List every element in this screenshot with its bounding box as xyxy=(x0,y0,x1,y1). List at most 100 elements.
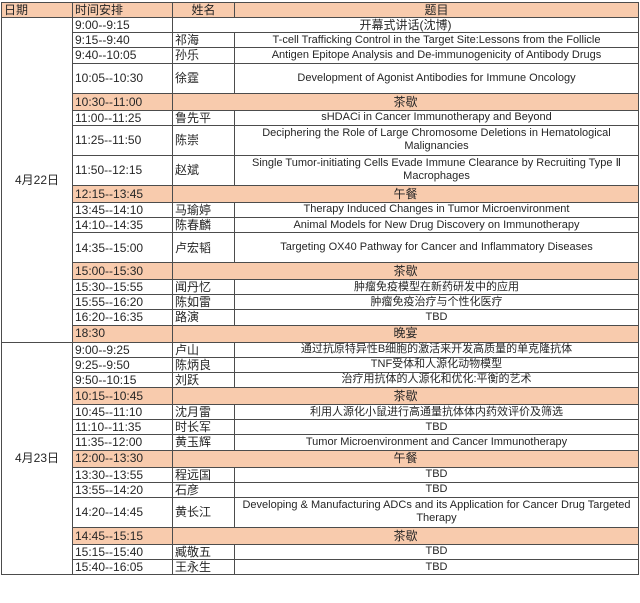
schedule-row: 11:00--11:25 鲁先平 sHDACi in Cancer Immuno… xyxy=(2,109,639,126)
time-cell: 10:15--10:45 xyxy=(72,387,173,406)
time-cell: 11:10--11:35 xyxy=(72,419,173,436)
schedule-row: 9:40--10:05 孙乐 Antigen Epitope Analysis … xyxy=(2,47,639,64)
break-label: 茶歇 xyxy=(172,92,639,111)
break-label: 茶歇 xyxy=(172,387,639,406)
title-cell: TBD xyxy=(234,466,639,483)
schedule-row: 11:10--11:35 时长军 TBD xyxy=(2,419,639,436)
break-row: 14:45--15:15 茶歇 xyxy=(2,526,639,545)
time-cell: 9:25--9:50 xyxy=(72,356,173,373)
title-cell: TBD xyxy=(234,481,639,498)
break-row: 10:15--10:45 茶歇 xyxy=(2,387,639,406)
time-cell: 11:00--11:25 xyxy=(72,109,173,126)
schedule-row: 15:40--16:05 王永生 TBD xyxy=(2,558,639,576)
header-name: 姓名 xyxy=(172,1,235,19)
schedule-row: 13:30--13:55 程远国 TBD xyxy=(2,466,639,483)
time-cell: 18:30 xyxy=(72,324,173,343)
schedule-row: 9:50--10:15 刘跃 治疗用抗体的人源化和优化:平衡的艺术 xyxy=(2,371,639,389)
name-cell: 程远国 xyxy=(172,466,235,483)
time-cell: 10:30--11:00 xyxy=(72,92,173,111)
title-cell: 肿瘤免疫模型在新药研发中的应用 xyxy=(234,279,639,296)
name-cell: 刘跃 xyxy=(172,371,235,389)
lunch-label: 午餐 xyxy=(172,449,639,468)
title-cell: Therapy Induced Changes in Tumor Microen… xyxy=(234,201,639,218)
title-cell: T-cell Trafficking Control in the Target… xyxy=(234,32,639,49)
header-date: 日期 xyxy=(1,1,73,19)
schedule-row: 16:20--16:35 路演 TBD xyxy=(2,309,639,326)
name-cell: 闻丹忆 xyxy=(172,279,235,296)
name-cell: 路演 xyxy=(172,309,235,326)
title-cell: TBD xyxy=(234,543,639,560)
lunch-row: 12:15--13:45 午餐 xyxy=(2,184,639,203)
break-row: 10:30--11:00 茶歇 xyxy=(2,92,639,111)
time-cell: 14:35--15:00 xyxy=(72,232,173,264)
name-cell: 马瑜婷 xyxy=(172,201,235,218)
time-cell: 11:50--12:15 xyxy=(72,154,173,186)
header-time: 时间安排 xyxy=(72,1,173,19)
time-cell: 9:00--9:25 xyxy=(72,341,173,358)
time-cell: 13:55--14:20 xyxy=(72,481,173,498)
time-cell: 11:35--12:00 xyxy=(72,434,173,451)
name-cell: 徐霆 xyxy=(172,62,235,94)
title-cell: 治疗用抗体的人源化和优化:平衡的艺术 xyxy=(234,371,639,389)
title-cell: Antigen Epitope Analysis and De-immunoge… xyxy=(234,47,639,64)
schedule-row: 11:35--12:00 黄玉辉 Tumor Microenvironment … xyxy=(2,434,639,451)
schedule-row: 9:15--9:40 祁海 T-cell Trafficking Control… xyxy=(2,32,639,49)
schedule-row: 15:15--15:40 臧敬五 TBD xyxy=(2,543,639,560)
time-cell: 12:15--13:45 xyxy=(72,184,173,203)
schedule-row: 11:25--11:50 陈崇 Deciphering the Role of … xyxy=(2,124,639,156)
name-cell: 陈崇 xyxy=(172,124,235,156)
title-cell: 通过抗原特异性B细胞的激活来开发高质量的单克隆抗体 xyxy=(234,341,639,358)
banquet-label: 晚宴 xyxy=(172,324,639,343)
title-cell: TBD xyxy=(234,558,639,576)
header-row: 日期 时间安排 姓名 题目 xyxy=(1,1,639,19)
title-cell: 利用人源化小鼠进行高通量抗体体内药效评价及筛选 xyxy=(234,404,639,421)
time-cell: 9:00--9:15 xyxy=(72,17,173,34)
name-cell: 时长军 xyxy=(172,419,235,436)
title-cell: Animal Models for New Drug Discovery on … xyxy=(234,216,639,234)
schedule-row: 15:55--16:20 陈如雷 肿瘤免疫治疗与个性化医疗 xyxy=(2,294,639,311)
schedule-row: 13:45--14:10 马瑜婷 Therapy Induced Changes… xyxy=(2,201,639,218)
schedule-table: 日期 时间安排 姓名 题目 4月22日 9:00--9:15 开幕式讲话(沈博)… xyxy=(1,1,639,576)
title-cell: 肿瘤免疫治疗与个性化医疗 xyxy=(234,294,639,311)
header-title: 题目 xyxy=(234,1,639,19)
time-cell: 15:15--15:40 xyxy=(72,543,173,560)
schedule-row: 4月22日 9:00--9:15 开幕式讲话(沈博) xyxy=(1,17,639,343)
name-cell: 陈如雷 xyxy=(172,294,235,311)
time-cell: 15:55--16:20 xyxy=(72,294,173,311)
name-cell: 鲁先平 xyxy=(172,109,235,126)
name-cell: 赵斌 xyxy=(172,154,235,186)
time-cell: 15:30--15:55 xyxy=(72,279,173,296)
banquet-row: 18:30 晚宴 xyxy=(2,324,639,343)
name-cell: 陈春麟 xyxy=(172,216,235,234)
schedule-row: 11:50--12:15 赵斌 Single Tumor-initiating … xyxy=(2,154,639,186)
title-cell: Tumor Microenvironment and Cancer Immuno… xyxy=(234,434,639,451)
title-cell: Developing & Manufacturing ADCs and its … xyxy=(234,496,639,528)
time-cell: 14:10--14:35 xyxy=(72,216,173,234)
title-cell: Development of Agonist Antibodies for Im… xyxy=(234,62,639,94)
name-cell: 王永生 xyxy=(172,558,235,576)
title-cell: TNF受体和人源化动物模型 xyxy=(234,356,639,373)
time-cell: 9:15--9:40 xyxy=(72,32,173,49)
break-label: 茶歇 xyxy=(172,526,639,545)
time-cell: 12:00--13:30 xyxy=(72,449,173,468)
name-cell: 黄玉辉 xyxy=(172,434,235,451)
time-cell: 14:45--15:15 xyxy=(72,526,173,545)
date-cell-day2: 4月23日 xyxy=(1,341,73,576)
title-cell: TBD xyxy=(234,419,639,436)
title-cell: TBD xyxy=(234,309,639,326)
time-cell: 10:05--10:30 xyxy=(72,62,173,94)
opening-speech-cell: 开幕式讲话(沈博) xyxy=(172,17,639,34)
schedule-row: 13:55--14:20 石彦 TBD xyxy=(2,481,639,498)
name-cell: 黄长江 xyxy=(172,496,235,528)
name-cell: 孙乐 xyxy=(172,47,235,64)
name-cell: 臧敬五 xyxy=(172,543,235,560)
lunch-row: 12:00--13:30 午餐 xyxy=(2,449,639,468)
title-cell: Single Tumor-initiating Cells Evade Immu… xyxy=(234,154,639,186)
lunch-label: 午餐 xyxy=(172,184,639,203)
schedule-row: 14:10--14:35 陈春麟 Animal Models for New D… xyxy=(2,216,639,234)
time-cell: 13:30--13:55 xyxy=(72,466,173,483)
time-cell: 11:25--11:50 xyxy=(72,124,173,156)
name-cell: 沈月雷 xyxy=(172,404,235,421)
time-cell: 15:00--15:30 xyxy=(72,262,173,281)
name-cell: 卢宏韬 xyxy=(172,232,235,264)
